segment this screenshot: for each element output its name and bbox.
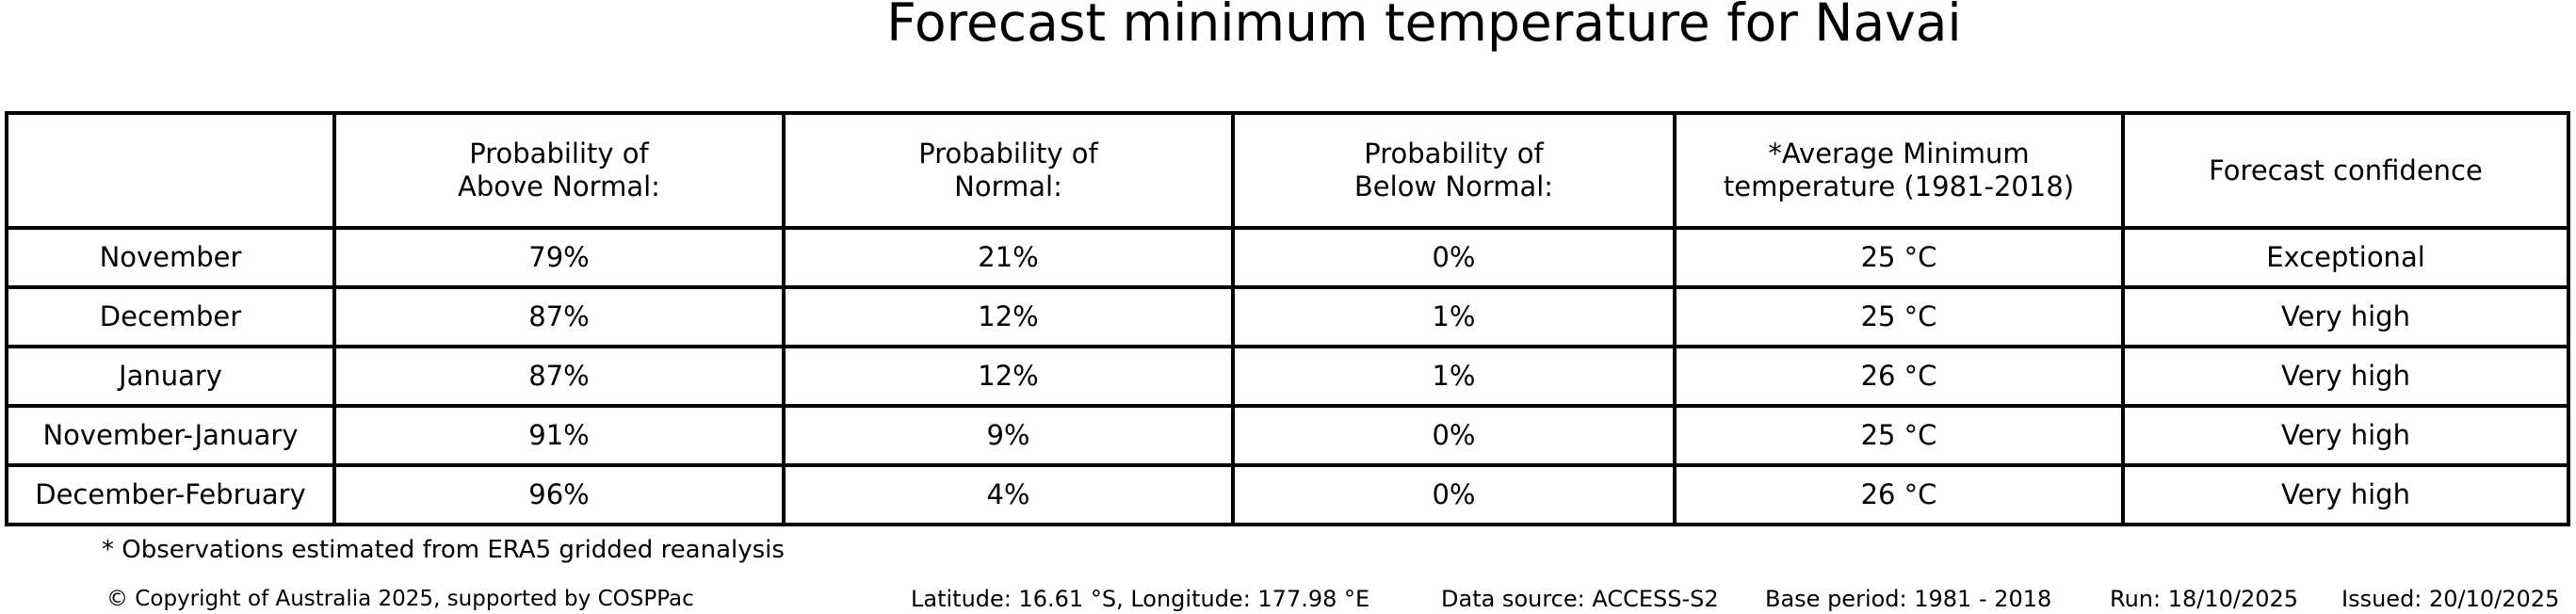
prob-above-value: 96%: [332, 463, 786, 526]
prob-below-value: 1%: [1231, 285, 1677, 348]
table-row-december-february: December-February 96% 4% 0% 26 °C Very h…: [5, 463, 2570, 526]
period-label: December: [5, 285, 336, 348]
prob-normal-value: 21%: [782, 226, 1235, 289]
location-text: Latitude: 16.61 °S, Longitude: 177.98 °E: [911, 586, 1370, 612]
prob-above-value: 79%: [332, 226, 786, 289]
header-row: Probability of Above Normal: Probability…: [5, 111, 2570, 230]
forecast-table: Probability of Above Normal: Probability…: [5, 111, 2570, 526]
issued-date-text: Issued: 20/10/2025: [2341, 586, 2560, 612]
era5-footnote: * Observations estimated from ERA5 gridd…: [102, 536, 785, 564]
period-label: December-February: [5, 463, 336, 526]
header-prob-normal: Probability of Normal:: [782, 111, 1235, 230]
page-title: Forecast minimum temperature for Navai: [886, 0, 1962, 53]
period-label: November: [5, 226, 336, 289]
prob-normal-value: 12%: [782, 285, 1235, 348]
run-date-text: Run: 18/10/2025: [2110, 586, 2299, 612]
avg-min-temp-value: 26 °C: [1673, 463, 2125, 526]
prob-below-value: 1%: [1231, 345, 1677, 408]
table-row-november: November 79% 21% 0% 25 °C Exceptional: [5, 226, 2570, 289]
period-label: November-January: [5, 404, 336, 467]
prob-below-value: 0%: [1231, 226, 1677, 289]
table-row-january: January 87% 12% 1% 26 °C Very high: [5, 345, 2570, 408]
confidence-value: Very high: [2121, 463, 2570, 526]
header-prob-above-normal: Probability of Above Normal:: [332, 111, 786, 230]
table-row-december: December 87% 12% 1% 25 °C Very high: [5, 285, 2570, 348]
data-source-text: Data source: ACCESS-S2: [1441, 586, 1719, 612]
avg-min-temp-value: 25 °C: [1673, 285, 2125, 348]
prob-above-value: 87%: [332, 345, 786, 408]
prob-below-value: 0%: [1231, 404, 1677, 467]
confidence-value: Very high: [2121, 404, 2570, 467]
prob-above-value: 87%: [332, 285, 786, 348]
header-empty-cell: [5, 111, 336, 230]
period-label: January: [5, 345, 336, 408]
confidence-value: Very high: [2121, 345, 2570, 408]
avg-min-temp-value: 25 °C: [1673, 226, 2125, 289]
header-forecast-confidence: Forecast confidence: [2121, 111, 2570, 230]
avg-min-temp-value: 25 °C: [1673, 404, 2125, 467]
prob-normal-value: 4%: [782, 463, 1235, 526]
prob-above-value: 91%: [332, 404, 786, 467]
prob-normal-value: 12%: [782, 345, 1235, 408]
prob-below-value: 0%: [1231, 463, 1677, 526]
table-row-november-january: November-January 91% 9% 0% 25 °C Very hi…: [5, 404, 2570, 467]
confidence-value: Very high: [2121, 285, 2570, 348]
base-period-text: Base period: 1981 - 2018: [1765, 586, 2052, 612]
confidence-value: Exceptional: [2121, 226, 2570, 289]
header-prob-below-normal: Probability of Below Normal:: [1231, 111, 1677, 230]
prob-normal-value: 9%: [782, 404, 1235, 467]
avg-min-temp-value: 26 °C: [1673, 345, 2125, 408]
copyright-text: © Copyright of Australia 2025, supported…: [106, 587, 694, 611]
header-average-min-temp: *Average Minimum temperature (1981-2018): [1673, 111, 2125, 230]
